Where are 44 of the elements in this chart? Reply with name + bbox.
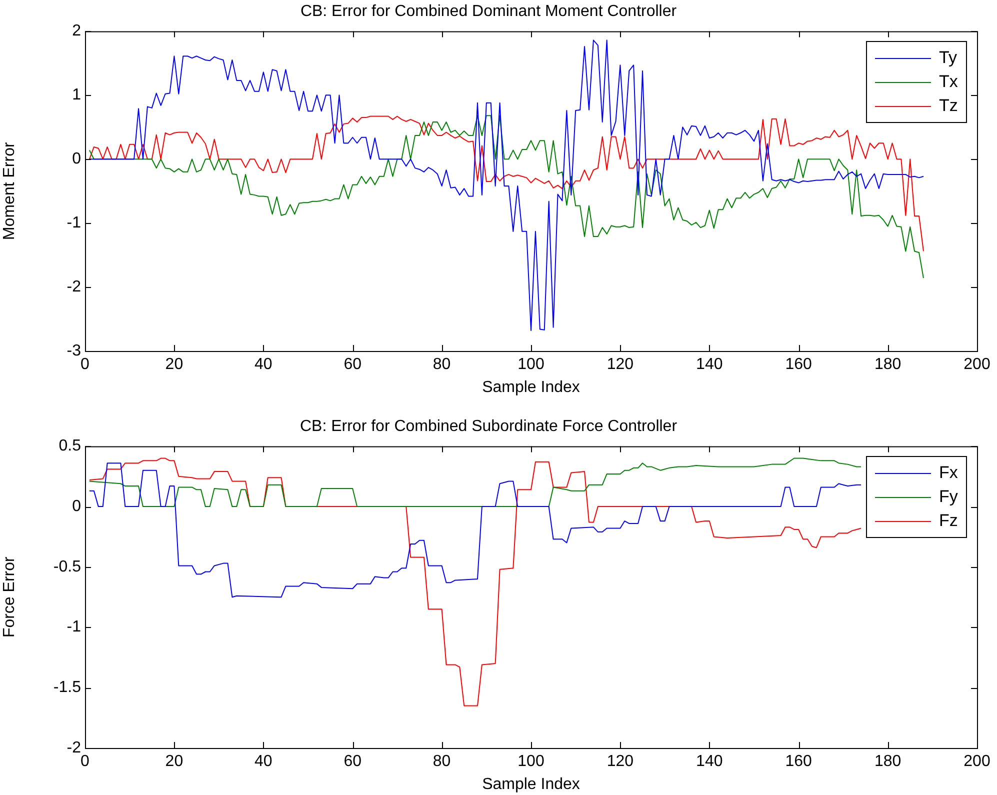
x-tick-label: 140 — [696, 356, 723, 374]
legend-label: Tz — [939, 95, 958, 118]
y-axis-title: Force Error — [1, 556, 18, 638]
y-tick-label: 0 — [72, 150, 82, 168]
x-tick-label: 180 — [874, 356, 902, 374]
y-tick-label: -2 — [66, 739, 82, 756]
y-tick-label: -1.5 — [53, 679, 82, 696]
x-tick-label: 160 — [785, 753, 812, 770]
y-tick-label: -2 — [66, 278, 82, 296]
x-tick-label: 160 — [785, 356, 812, 374]
legend-label: Fz — [939, 510, 958, 532]
y-tick-label: -3 — [66, 342, 82, 360]
x-tick-label: 180 — [874, 753, 902, 770]
x-axis-title: Sample Index — [482, 776, 580, 793]
y-tick-label: 0 — [72, 498, 82, 515]
y-tick-label: 1 — [72, 86, 82, 104]
x-tick-label: 200 — [964, 753, 990, 770]
x-tick-label: 40 — [254, 356, 272, 374]
y-tick-label: -0.5 — [53, 558, 82, 576]
x-tick-label: 80 — [432, 356, 451, 374]
x-tick-label: 100 — [518, 753, 544, 770]
x-tick-label: 200 — [964, 356, 990, 374]
y-axis-title: Moment Error — [1, 142, 18, 240]
x-tick-label: 100 — [518, 356, 544, 374]
x-tick-label: 40 — [254, 753, 272, 770]
legend-label: Fy — [939, 486, 958, 508]
x-tick-label: 20 — [165, 753, 184, 770]
x-tick-label: 80 — [432, 753, 451, 770]
x-axis-title: Sample Index — [482, 378, 580, 396]
x-tick-label: 60 — [344, 356, 362, 374]
y-tick-label: 0.5 — [58, 438, 82, 455]
x-tick-label: 120 — [606, 356, 634, 374]
x-tick-label: 60 — [344, 753, 362, 770]
x-tick-label: 20 — [165, 356, 184, 374]
y-tick-label: -1 — [66, 214, 82, 232]
chart-title: CB: Error for Combined Subordinate Force Controller — [300, 418, 678, 436]
x-tick-label: 140 — [696, 753, 723, 770]
y-tick-label: 2 — [72, 22, 82, 40]
legend-label: Ty — [939, 47, 957, 70]
legend-label: Tx — [939, 71, 958, 94]
chart-title: CB: Error for Combined Dominant Moment Controller — [300, 3, 678, 20]
legend-label: Fx — [939, 462, 958, 484]
y-tick-label: -1 — [66, 618, 82, 636]
x-tick-label: 120 — [606, 753, 634, 770]
